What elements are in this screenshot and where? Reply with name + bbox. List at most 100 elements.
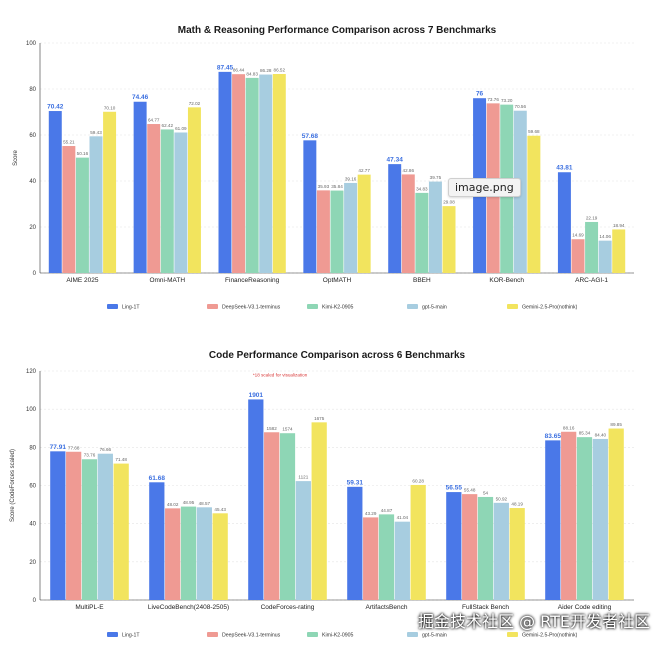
chart2-legend-label: Kimi-K2-0905 xyxy=(322,633,354,639)
chart1-bar xyxy=(103,111,117,274)
chart2-legend-label: Ling-1T xyxy=(122,633,140,639)
chart1-data-label: 14.06 xyxy=(599,234,611,239)
chart1-category-label: ARC-AGI-1 xyxy=(575,277,608,284)
chart1-category-label: OptMATH xyxy=(323,277,352,284)
chart2-legend-swatch xyxy=(307,632,318,637)
chart2-bar xyxy=(149,482,165,600)
chart2-ytick-label: 20 xyxy=(29,560,36,566)
chart1-bar xyxy=(527,135,541,273)
chart2-legend-swatch xyxy=(207,632,218,637)
chart2-bar xyxy=(477,496,494,600)
chart2-ytick-label: 0 xyxy=(33,598,37,604)
chart2-bar xyxy=(561,431,577,600)
chart2-bar xyxy=(50,451,66,600)
chart2-data-label: 88.16 xyxy=(563,425,575,430)
chart1-data-label: 76 xyxy=(476,91,484,98)
chart2-legend-label: Gemini-2.5-Pro(nothink) xyxy=(522,633,578,639)
chart2-data-label: 44.87 xyxy=(381,508,393,513)
chart1-legend-swatch xyxy=(207,304,218,309)
chart1-bar xyxy=(147,124,161,274)
chart1-legend-swatch xyxy=(307,304,318,309)
chart1-data-label: 35.93 xyxy=(318,184,330,189)
chart2-bar xyxy=(347,486,363,600)
chart1-data-label: 61.09 xyxy=(175,126,187,131)
chart1-bar xyxy=(303,140,317,273)
chart2-data-label: 85.34 xyxy=(579,431,591,436)
chart1-bar xyxy=(48,111,62,273)
chart2-bar xyxy=(394,521,410,600)
chart2-data-label: 1675 xyxy=(314,416,325,421)
chart2-bar xyxy=(279,433,296,600)
chart2-ytick-label: 80 xyxy=(29,445,36,451)
chart2-bar xyxy=(264,432,280,600)
chart1-ytick-label: 60 xyxy=(29,133,36,139)
chart1-legend-swatch xyxy=(107,304,118,309)
chart1-bar xyxy=(316,190,330,273)
chart2-data-label: 56.55 xyxy=(446,485,463,492)
chart1-bar xyxy=(62,146,76,273)
chart2-bar xyxy=(196,507,212,600)
chart1-data-label: 73.76 xyxy=(487,97,499,102)
chart2-bar xyxy=(493,502,509,600)
chart1-data-label: 55.21 xyxy=(63,140,75,145)
chart1-bar xyxy=(187,107,201,273)
chart1-title: Math & Reasoning Performance Comparison … xyxy=(178,25,497,36)
chart2-bar xyxy=(248,399,264,600)
chart1-data-label: 64.77 xyxy=(148,118,160,123)
chart1-data-label: 86.52 xyxy=(274,68,286,73)
chart1-category-label: Omni-MATH xyxy=(149,277,185,284)
chart2-bar xyxy=(462,494,478,600)
chart1-data-label: 42.77 xyxy=(358,168,370,173)
chart1-bar xyxy=(612,229,626,273)
chart2-data-label: 83.65 xyxy=(545,433,562,440)
chart1-ytick-label: 0 xyxy=(33,271,37,277)
chart1-data-label: 39.16 xyxy=(345,176,357,181)
chart1-bar xyxy=(89,136,103,273)
chart2-bar xyxy=(446,492,462,600)
chart1-bar xyxy=(160,129,174,273)
chart2-data-label: 1901 xyxy=(249,392,264,399)
chart1-data-label: 86.44 xyxy=(233,68,245,73)
chart1-bar xyxy=(571,239,585,273)
chart2-category-label: FullStack Bench xyxy=(462,604,509,611)
chart1-bar xyxy=(232,74,246,273)
chart2-bar xyxy=(509,508,525,600)
chart1-legend-label: Kimi-K2-0905 xyxy=(322,305,354,311)
chart2-data-label: 1574 xyxy=(282,427,293,432)
chart2-data-label: 41.04 xyxy=(397,515,409,520)
chart1-data-label: 72.02 xyxy=(189,101,201,106)
chart2-bar xyxy=(180,506,197,600)
chart2-bar xyxy=(592,438,608,600)
chart2-ytick-label: 40 xyxy=(29,522,36,528)
chart1-category-label: BBEH xyxy=(413,277,431,284)
chart2-title: Code Performance Comparison across 6 Ben… xyxy=(209,350,466,361)
chart1-ytick-label: 80 xyxy=(29,87,36,93)
chart2-data-label: 1582 xyxy=(267,426,278,431)
chart1-bar xyxy=(259,74,273,273)
chart2-category-label: ArtifactsBench xyxy=(366,604,408,611)
chart2-legend-label: gpt-5-main xyxy=(422,633,447,639)
chart2-data-label: 54 xyxy=(483,490,489,495)
chart1-bar xyxy=(442,206,456,273)
chart1-bar xyxy=(401,174,415,273)
chart1-data-label: 47.34 xyxy=(387,157,404,164)
chart1-bar xyxy=(598,240,612,273)
chart1-category-label: KOR-Bench xyxy=(489,277,524,284)
chart1-data-label: 73.20 xyxy=(501,98,513,103)
chart2-data-label: 48.57 xyxy=(199,501,211,506)
chart1-legend-swatch xyxy=(507,304,518,309)
chart2-data-label: 50.92 xyxy=(496,496,508,501)
chart1-bar xyxy=(557,172,571,273)
chart1-bar xyxy=(585,221,599,273)
chart1-bar xyxy=(218,71,232,274)
chart1-bar xyxy=(357,174,371,273)
chart2-ytick-label: 120 xyxy=(26,369,37,375)
chart1-ytick-label: 20 xyxy=(29,225,36,231)
chart1-data-label: 59.68 xyxy=(528,129,540,134)
chart2-ytick-label: 60 xyxy=(29,484,36,490)
chart2-data-label: 48.19 xyxy=(511,502,523,507)
chart2-category-label: MultiPL-E xyxy=(75,604,104,611)
chart1-ytick-label: 100 xyxy=(26,41,37,47)
chart2-ytick-label: 100 xyxy=(26,407,37,413)
